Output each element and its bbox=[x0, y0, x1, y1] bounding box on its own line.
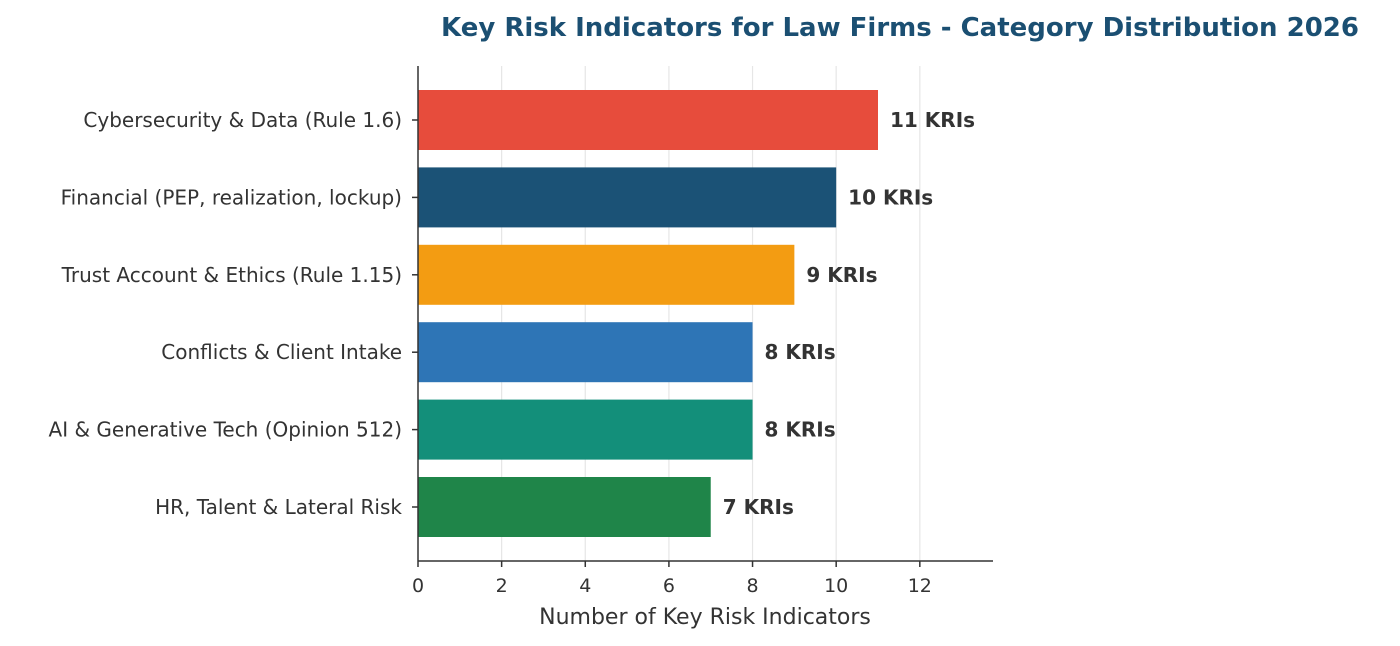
y-category-labels: Cybersecurity & Data (Rule 1.6) Financial… bbox=[49, 108, 418, 519]
bar-value-label: 8 KRIs bbox=[765, 340, 836, 364]
bar bbox=[418, 244, 795, 305]
category-label: Conflicts & Client Intake bbox=[161, 340, 402, 364]
x-tick-label: 8 bbox=[746, 575, 758, 597]
x-tick-label: 12 bbox=[908, 575, 932, 597]
x-axis-title: Number of Key Risk Indicators bbox=[539, 605, 871, 630]
bar-value-labels: 11 KRIs 10 KRIs 9 KRIs 8 KRIs 8 KRIs 7 KRIs bbox=[723, 108, 975, 519]
x-tick-label: 6 bbox=[663, 575, 675, 597]
x-tick-label: 2 bbox=[496, 575, 508, 597]
x-ticks: 0 2 4 6 8 10 12 bbox=[412, 561, 932, 597]
bars bbox=[418, 90, 878, 537]
bar bbox=[418, 399, 753, 460]
category-label: HR, Talent & Lateral Risk bbox=[155, 495, 402, 519]
bar-value-label: 7 KRIs bbox=[723, 495, 794, 519]
category-label: Trust Account & Ethics (Rule 1.15) bbox=[61, 263, 402, 287]
bar-value-label: 9 KRIs bbox=[806, 263, 877, 287]
axes bbox=[417, 66, 993, 562]
bar bbox=[418, 90, 878, 150]
bar bbox=[418, 477, 711, 537]
category-label: Financial (PEP, realization, lockup) bbox=[61, 185, 402, 209]
bar bbox=[418, 167, 837, 228]
bar-value-label: 11 KRIs bbox=[890, 108, 975, 132]
bar bbox=[418, 322, 753, 383]
chart-title: Key Risk Indicators for Law Firms - Cate… bbox=[441, 13, 1359, 43]
x-tick-label: 10 bbox=[824, 575, 848, 597]
bar-value-label: 8 KRIs bbox=[765, 418, 836, 442]
category-label: Cybersecurity & Data (Rule 1.6) bbox=[83, 108, 402, 132]
bar-value-label: 10 KRIs bbox=[848, 185, 933, 209]
x-tick-label: 0 bbox=[412, 575, 424, 597]
x-tick-label: 4 bbox=[579, 575, 591, 597]
category-label: AI & Generative Tech (Opinion 512) bbox=[49, 418, 402, 442]
